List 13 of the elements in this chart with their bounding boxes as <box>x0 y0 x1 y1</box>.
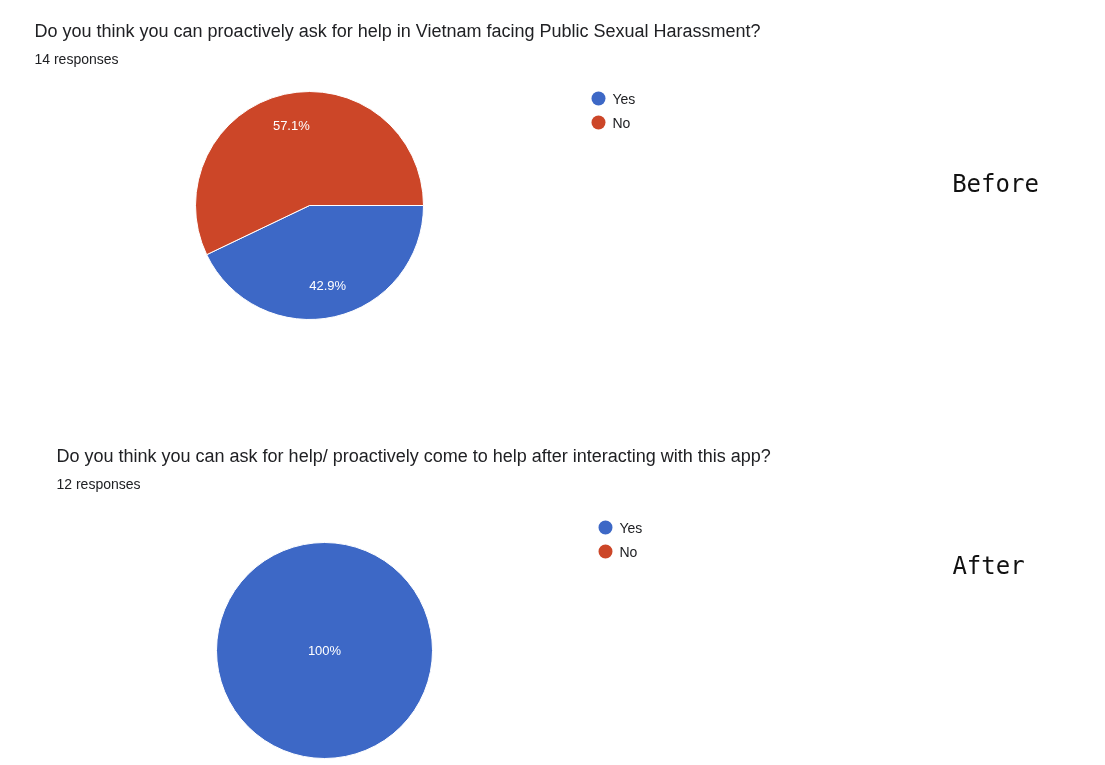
text: 12 responses <box>56 475 141 492</box>
legend-label: No <box>612 114 631 131</box>
text: Before <box>952 169 1039 198</box>
legend-label: Yes <box>619 519 643 536</box>
chart-title: Do you think you can ask for help/ proactively come to help after interacting with this app? <box>56 445 771 466</box>
data-label: 100% <box>307 643 342 658</box>
data-label: 57.1% <box>272 117 311 133</box>
text: After <box>952 551 1025 580</box>
legend-label: Yes <box>612 90 636 107</box>
data-label: 42.9% <box>309 278 347 294</box>
chart-title: Do you think you can proactively ask for help in Vietnam facing Public Sexual Harassment? <box>34 20 761 41</box>
legend-label: No <box>619 543 638 560</box>
text: 14 responses <box>34 50 119 67</box>
